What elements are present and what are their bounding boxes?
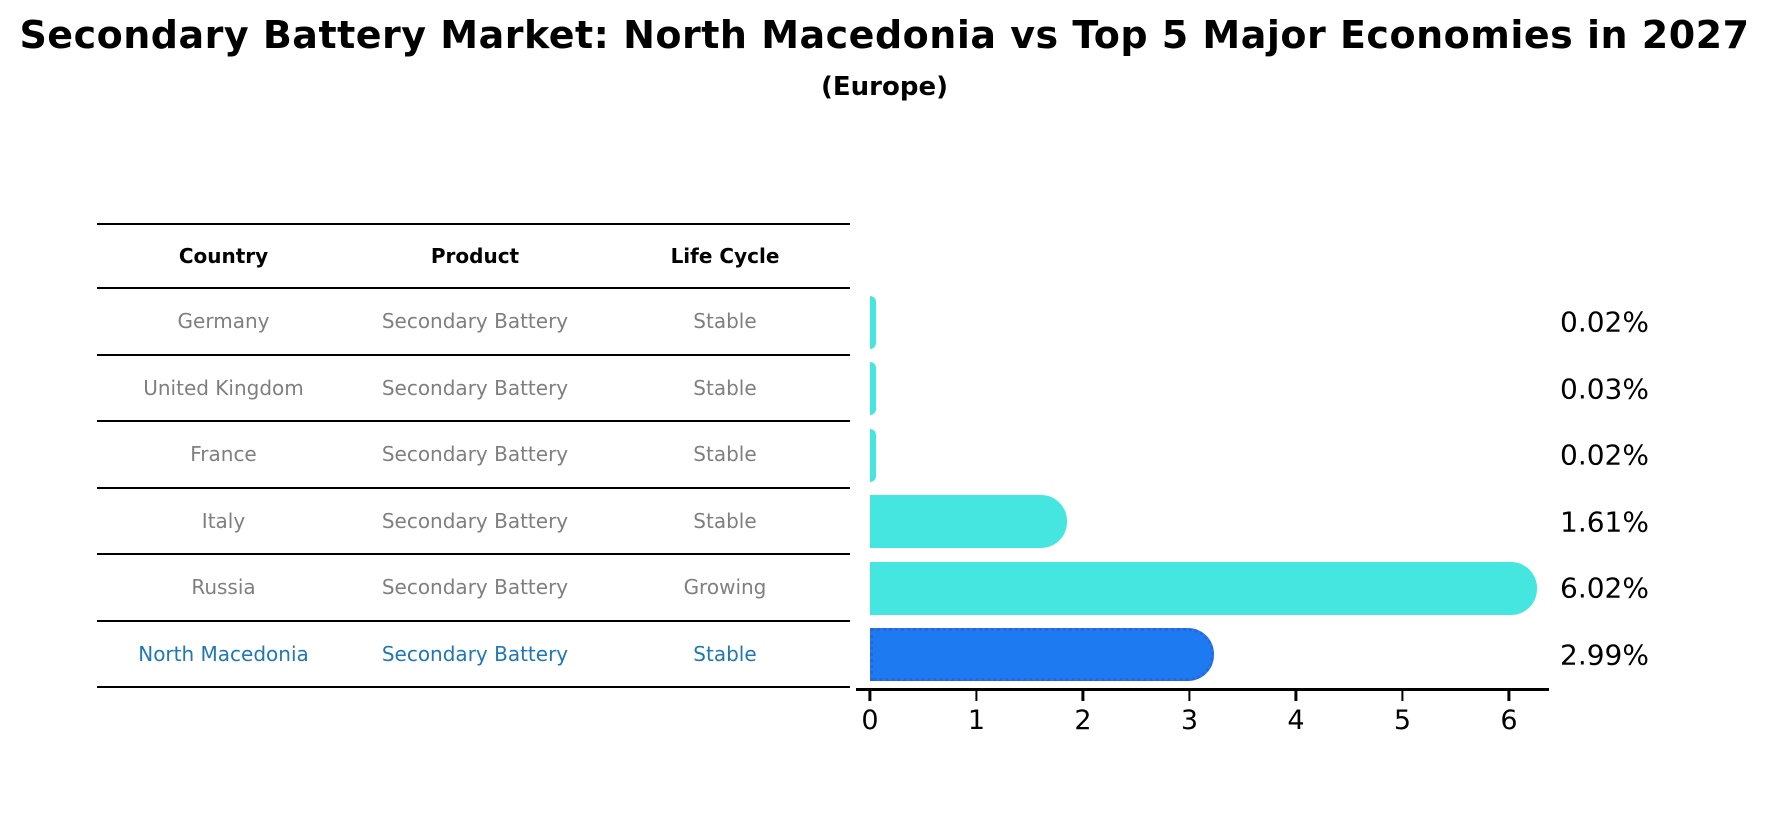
cell-life-cycle: Stable: [693, 508, 757, 533]
x-axis-line: [856, 688, 1549, 691]
bar-row: 6.02%: [870, 555, 1720, 622]
tick-mark: [868, 690, 872, 701]
bar-value-label: 1.61%: [1560, 505, 1649, 539]
bar: [870, 495, 1068, 549]
tick-mark: [1401, 690, 1404, 701]
tick-mark: [975, 690, 978, 701]
x-axis-tick: 1: [968, 690, 985, 736]
table-header-row: Country Product Life Cycle: [97, 223, 850, 289]
bar-row: 2.99%: [870, 622, 1720, 689]
tick-label: 4: [1287, 705, 1305, 736]
table-row: Italy Secondary Battery Stable: [97, 489, 850, 555]
x-axis-tick: 2: [1074, 690, 1092, 736]
bar-value-label: 0.02%: [1560, 438, 1649, 472]
bar-value-label: 6.02%: [1560, 571, 1649, 605]
x-axis-ticks: 0 1 2 3 4 5 6: [861, 690, 1550, 750]
cell-country: United Kingdom: [143, 375, 304, 400]
tick-mark: [1188, 690, 1191, 701]
table-body: Germany Secondary Battery Stable United …: [97, 289, 850, 688]
table-row: North Macedonia Secondary Battery Stable: [97, 622, 850, 688]
x-axis-tick: 4: [1287, 690, 1305, 736]
chart-title: Secondary Battery Market: North Macedoni…: [19, 13, 1750, 57]
table-row: Russia Secondary Battery Growing: [97, 555, 850, 622]
cell-country: Russia: [191, 575, 256, 600]
bar: [870, 295, 876, 349]
tick-label: 1: [967, 705, 986, 736]
bar: [870, 362, 877, 416]
cell-country: Germany: [177, 309, 270, 334]
cell-product: Secondary Battery: [381, 309, 569, 334]
cell-product: Secondary Battery: [381, 375, 569, 400]
x-axis-tick: 0: [861, 690, 879, 736]
tick-label: 0: [861, 705, 879, 736]
x-axis-tick: 6: [1500, 690, 1518, 736]
tick-mark: [1081, 690, 1085, 701]
cell-life-cycle: Stable: [693, 375, 757, 400]
cell-product: Secondary Battery: [381, 575, 569, 600]
cell-product: Secondary Battery: [381, 442, 569, 467]
bar: [870, 628, 1215, 682]
table-row: France Secondary Battery Stable: [97, 422, 850, 489]
bar-row: 0.02%: [870, 289, 1720, 356]
bar-row: 1.61%: [870, 489, 1720, 556]
chart-subtitle: (Europe): [821, 72, 948, 102]
bar-value-label: 2.99%: [1560, 638, 1649, 672]
cell-life-cycle: Growing: [683, 575, 767, 600]
table-row: Germany Secondary Battery Stable: [97, 289, 850, 356]
cell-life-cycle: Stable: [693, 442, 757, 467]
x-axis-tick: 3: [1181, 690, 1198, 736]
table-header-cell: Product: [430, 244, 520, 268]
bar: [870, 428, 876, 482]
cell-country: France: [190, 442, 257, 467]
tick-label: 3: [1180, 705, 1199, 736]
bar: [870, 561, 1538, 615]
table-header-cell: Life Cycle: [670, 244, 780, 268]
table-row: United Kingdom Secondary Battery Stable: [97, 356, 850, 422]
bar-plot: 0.02% 0.03% 0.02% 1.61% 6.02% 2.99%: [870, 289, 1720, 688]
bar-value-label: 0.03%: [1560, 372, 1649, 406]
cell-product: Secondary Battery: [381, 508, 569, 533]
tick-mark: [1294, 690, 1298, 701]
cell-country: North Macedonia: [138, 641, 309, 666]
tick-label: 6: [1500, 705, 1518, 736]
table-header-cell: Country: [178, 244, 269, 268]
cell-life-cycle: Stable: [693, 641, 757, 666]
cell-life-cycle: Stable: [693, 309, 757, 334]
tick-label: 2: [1074, 705, 1092, 736]
tick-mark: [1507, 690, 1511, 701]
bar-row: 0.02%: [870, 422, 1720, 489]
bar-value-label: 0.02%: [1560, 305, 1649, 339]
cell-product: Secondary Battery: [381, 641, 569, 666]
comparison-table: Country Product Life Cycle Germany Seconda…: [97, 223, 850, 688]
x-axis-tick: 5: [1394, 690, 1411, 736]
tick-label: 5: [1393, 705, 1412, 736]
cell-country: Italy: [201, 508, 246, 533]
bar-row: 0.03%: [870, 356, 1720, 423]
